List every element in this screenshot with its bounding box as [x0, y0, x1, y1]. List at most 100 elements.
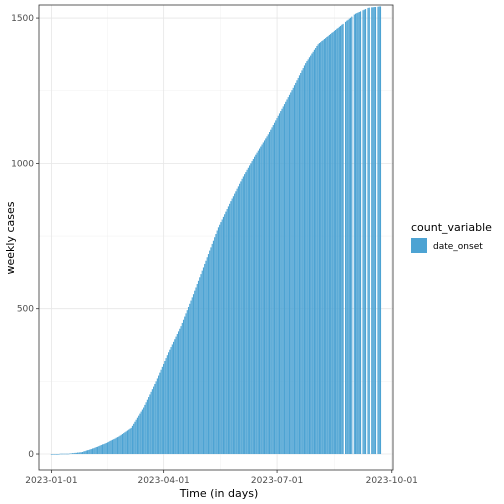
bar [110, 440, 112, 455]
bar [216, 230, 218, 455]
bar [374, 7, 377, 455]
bar [73, 453, 75, 455]
bar [219, 224, 221, 455]
bar [149, 394, 151, 455]
bar [153, 386, 155, 455]
bar [212, 240, 215, 455]
bar [286, 99, 288, 455]
bar [116, 437, 119, 455]
bar [296, 80, 298, 455]
bar [86, 450, 89, 455]
bar [221, 219, 223, 455]
bar [170, 347, 172, 455]
bar [209, 250, 211, 455]
bar [206, 257, 208, 455]
bar [356, 13, 358, 455]
bar [372, 7, 374, 455]
bar [150, 391, 152, 455]
bar [337, 27, 339, 455]
bar [151, 389, 153, 455]
x-tick-label: 2023-04-01 [137, 476, 189, 486]
bar [335, 29, 337, 455]
bar [267, 134, 269, 455]
bar [281, 108, 283, 455]
bar [379, 6, 382, 455]
legend-swatch [411, 238, 427, 253]
bar [199, 277, 201, 455]
bar [164, 361, 166, 455]
bar [330, 34, 332, 455]
bar [298, 75, 301, 455]
bar [311, 53, 313, 455]
bar [185, 313, 187, 455]
bar [241, 178, 243, 455]
bar [260, 146, 262, 455]
legend-label-date-onset: date_onset [433, 242, 483, 252]
bar [347, 19, 349, 455]
bar [192, 294, 195, 455]
bar [317, 44, 319, 455]
bar [255, 154, 257, 455]
bar [338, 26, 340, 455]
bar [315, 48, 317, 455]
bar [292, 87, 294, 455]
bar [187, 306, 190, 455]
bar [301, 70, 303, 455]
bar [318, 43, 320, 455]
bar [120, 434, 122, 455]
bar [119, 435, 121, 455]
bar [249, 165, 251, 455]
bar [325, 38, 327, 455]
bar [225, 211, 227, 455]
bar [148, 397, 150, 455]
bar [342, 23, 344, 455]
bar [266, 136, 268, 455]
bar [59, 453, 61, 455]
bar [348, 18, 350, 455]
bar [288, 94, 291, 455]
legend: count_variable date_onset [411, 221, 492, 253]
bar [156, 378, 158, 455]
bar [215, 234, 217, 455]
bar [83, 451, 85, 455]
bar [368, 7, 370, 455]
bar [54, 454, 56, 455]
bar [195, 287, 197, 455]
bar [261, 144, 263, 455]
bar [277, 115, 279, 455]
bar [145, 402, 147, 455]
legend-title: count_variable [411, 221, 492, 234]
bar [154, 383, 156, 455]
bar [265, 138, 267, 455]
bar [363, 9, 365, 455]
bar [331, 32, 333, 455]
bar [174, 339, 176, 455]
bar [171, 344, 173, 455]
bar [77, 452, 79, 455]
grid [39, 5, 393, 470]
bar [273, 122, 276, 455]
bar [256, 152, 258, 455]
bar [114, 438, 116, 455]
bar [217, 227, 220, 455]
bar [75, 452, 77, 455]
bar [53, 454, 55, 455]
bar [108, 441, 110, 455]
bar [346, 20, 348, 455]
y-axis-title: weekly cases [4, 201, 17, 274]
bar [202, 267, 205, 455]
bar [160, 369, 162, 455]
bar [378, 6, 380, 455]
bar [91, 448, 94, 455]
bar [179, 328, 181, 455]
bar [270, 129, 272, 455]
bar [64, 453, 66, 455]
bar [180, 326, 182, 455]
bar [236, 188, 238, 455]
bar [169, 349, 171, 455]
bar [333, 30, 335, 455]
bar [184, 316, 186, 455]
x-axis-title: Time (in days) [179, 487, 259, 500]
bar [67, 453, 69, 455]
